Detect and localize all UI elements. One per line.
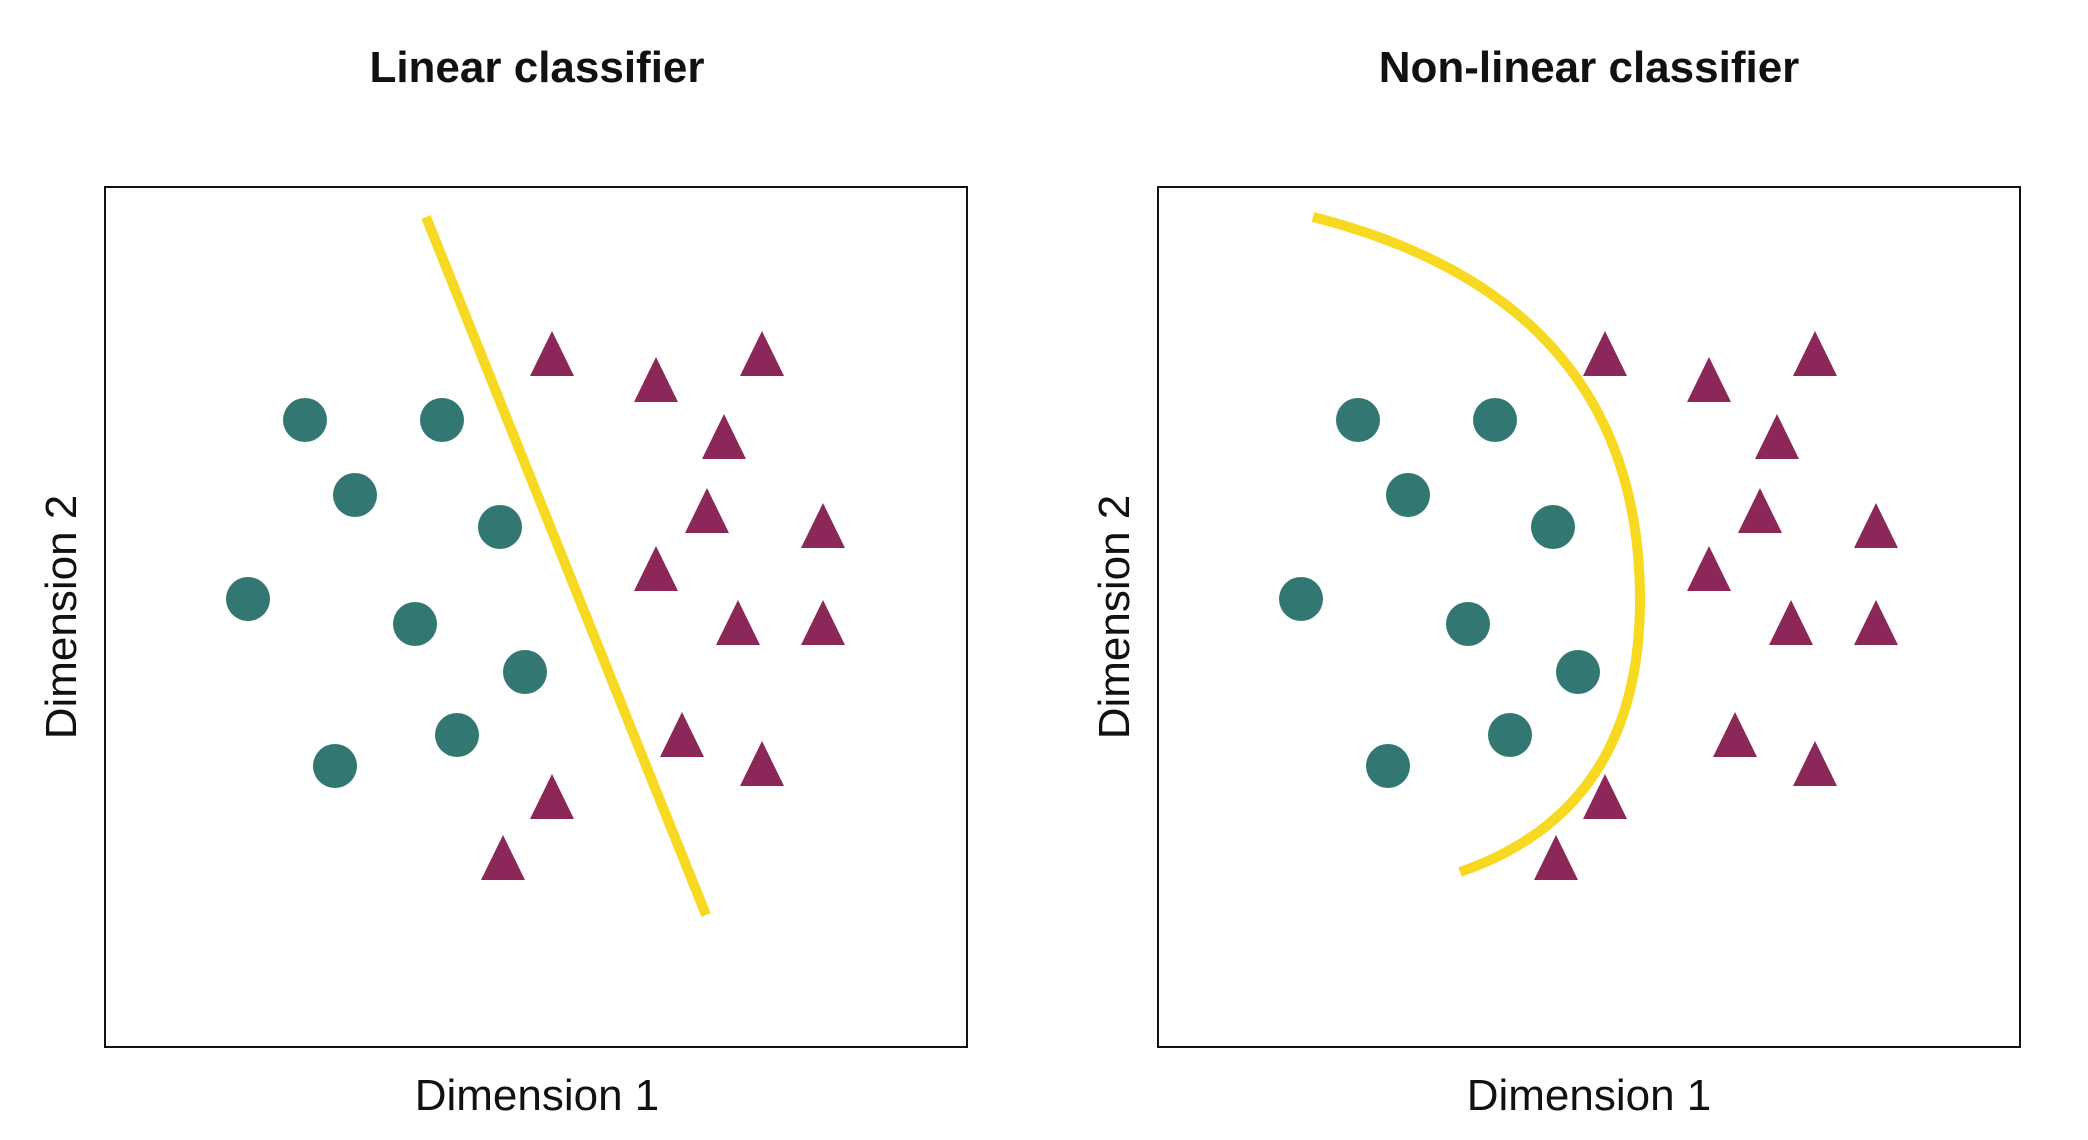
- circle-point: [435, 713, 479, 757]
- circle-point: [333, 473, 377, 517]
- x-axis-label-nonlinear: Dimension 1: [1467, 1071, 1712, 1120]
- triangle-point: [801, 600, 845, 645]
- triangle-point: [1534, 835, 1578, 880]
- x-axis-label-linear: Dimension 1: [415, 1071, 660, 1120]
- circle-point: [1531, 505, 1575, 549]
- panel-title-nonlinear: Non-linear classifier: [1379, 43, 1800, 92]
- class-b-points: [481, 331, 845, 880]
- panel-linear: Linear classifier Dimension 1 Dimension …: [37, 43, 968, 1120]
- circle-point: [226, 577, 270, 621]
- triangle-point: [1738, 488, 1782, 533]
- panel-title-linear: Linear classifier: [369, 43, 704, 92]
- triangle-point: [634, 546, 678, 591]
- triangle-point: [1793, 331, 1837, 376]
- plot-frame-nonlinear: [1157, 186, 2021, 1048]
- nonlinear-decision-boundary: [1311, 212, 1646, 877]
- circle-point: [478, 505, 522, 549]
- triangle-point: [660, 712, 704, 757]
- triangle-point: [1687, 357, 1731, 402]
- triangle-point: [1854, 600, 1898, 645]
- plot-frame-linear: [104, 186, 968, 1048]
- circle-point: [1556, 650, 1600, 694]
- triangle-point: [740, 741, 784, 786]
- linear-decision-boundary: [421, 215, 711, 917]
- triangle-point: [685, 488, 729, 533]
- triangle-point: [716, 600, 760, 645]
- circle-point: [1386, 473, 1430, 517]
- circle-point: [1473, 398, 1517, 442]
- triangle-point: [1583, 774, 1627, 819]
- triangle-point: [740, 331, 784, 376]
- triangle-point: [530, 774, 574, 819]
- panel-nonlinear: Non-linear classifier Dimension 1 Dimens…: [1090, 43, 2021, 1120]
- triangle-point: [1769, 600, 1813, 645]
- triangle-point: [1713, 712, 1757, 757]
- class-b-points: [1534, 331, 1898, 880]
- circle-point: [1336, 398, 1380, 442]
- triangle-point: [1755, 414, 1799, 459]
- circle-point: [313, 744, 357, 788]
- triangle-point: [530, 331, 574, 376]
- triangle-point: [481, 835, 525, 880]
- triangle-point: [801, 503, 845, 548]
- class-a-points: [226, 398, 547, 788]
- triangle-point: [1854, 503, 1898, 548]
- circle-point: [283, 398, 327, 442]
- circle-point: [393, 602, 437, 646]
- circle-point: [1488, 713, 1532, 757]
- triangle-point: [702, 414, 746, 459]
- class-a-points: [1279, 398, 1600, 788]
- triangle-point: [634, 357, 678, 402]
- triangle-point: [1687, 546, 1731, 591]
- triangle-point: [1583, 331, 1627, 376]
- triangle-point: [1793, 741, 1837, 786]
- circle-point: [1366, 744, 1410, 788]
- y-axis-label-nonlinear: Dimension 2: [1090, 495, 1139, 740]
- y-axis-label-linear: Dimension 2: [37, 495, 86, 740]
- circle-point: [503, 650, 547, 694]
- circle-point: [1279, 577, 1323, 621]
- circle-point: [420, 398, 464, 442]
- circle-point: [1446, 602, 1490, 646]
